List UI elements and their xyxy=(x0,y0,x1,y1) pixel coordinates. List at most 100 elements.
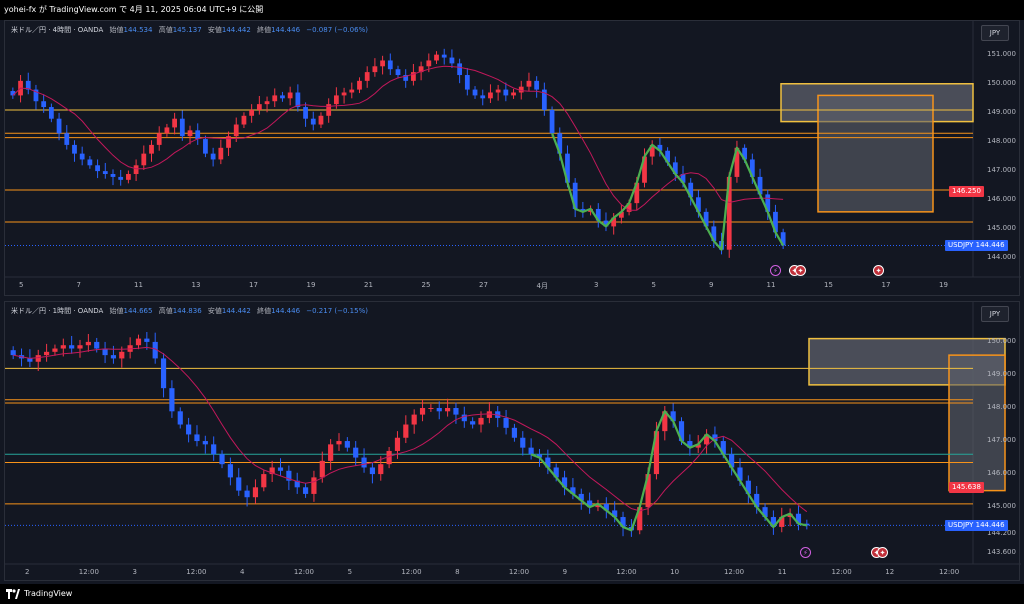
open-value: 144.534 xyxy=(123,26,153,34)
candle-body xyxy=(457,63,463,76)
time-axis-label: 9 xyxy=(562,568,568,576)
candle-body xyxy=(570,487,576,494)
currency-button[interactable]: JPY xyxy=(981,25,1009,41)
candle-body xyxy=(561,477,568,488)
candle-body xyxy=(620,517,626,527)
candle-body xyxy=(79,153,85,160)
candle-body xyxy=(486,411,492,418)
flag-icon[interactable]: ✦ xyxy=(795,265,806,276)
time-axis-label: 21 xyxy=(364,281,373,289)
candle-body xyxy=(672,162,678,175)
candle-body xyxy=(149,144,154,154)
candle-body xyxy=(520,437,526,448)
time-axis-label: 12:00 xyxy=(831,568,852,576)
bolt-icon[interactable]: ⚡ xyxy=(770,265,781,276)
candlestick-chart-4h[interactable] xyxy=(5,21,1021,297)
low-value: 144.442 xyxy=(221,26,251,34)
candle-body xyxy=(795,513,802,524)
candle-body xyxy=(110,355,117,359)
time-axis-label: 5 xyxy=(19,281,24,289)
time-axis-label: 12:00 xyxy=(78,568,99,576)
candle-body xyxy=(333,95,339,105)
candle-body xyxy=(461,414,467,422)
candle-body xyxy=(203,139,208,154)
candle-body xyxy=(611,217,617,227)
last-price: 144.446 xyxy=(975,521,1005,529)
price-axis-label: 150.000 xyxy=(987,78,1016,87)
candle-body xyxy=(626,203,632,212)
candle-body xyxy=(534,80,540,90)
candle-body xyxy=(295,92,301,108)
candle-body xyxy=(160,358,167,389)
brand-name: TradingView xyxy=(24,589,73,598)
tradingview-logo-icon xyxy=(6,589,20,599)
candle-body xyxy=(341,92,347,96)
candle-body xyxy=(87,159,93,166)
time-axis-label: 25 xyxy=(421,281,431,289)
candle-body xyxy=(754,493,760,508)
candle-body xyxy=(119,351,125,359)
alert-price-tag: 146.250 xyxy=(949,186,984,197)
candle-body xyxy=(441,54,447,58)
currency-button[interactable]: JPY xyxy=(981,306,1009,322)
candle-body xyxy=(503,89,509,96)
candle-body xyxy=(653,431,660,475)
candle-body xyxy=(411,72,416,81)
candle-body xyxy=(578,493,584,501)
candle-body xyxy=(302,487,309,494)
candle-body xyxy=(318,115,324,125)
candle-body xyxy=(580,208,586,212)
candle-body xyxy=(336,441,342,445)
candle-body xyxy=(372,66,378,73)
flag-icon[interactable]: ✦ xyxy=(873,265,884,276)
candle-body xyxy=(762,507,768,518)
close-value: 144.446 xyxy=(271,307,301,315)
time-axis-label: 12:00 xyxy=(186,568,207,576)
candle-body xyxy=(394,437,401,451)
candle-body xyxy=(194,434,200,442)
candle-body xyxy=(287,92,293,99)
symbol-tag: USDJPY 144.446 xyxy=(945,240,1008,251)
price-axis-label: 144.200 xyxy=(987,528,1016,537)
time-axis-label: 7 xyxy=(76,281,81,289)
candle-body xyxy=(387,60,393,70)
candle-body xyxy=(503,417,509,428)
candle-body xyxy=(549,109,555,134)
candle-body xyxy=(757,176,763,195)
time-axis-label: 17 xyxy=(249,281,258,289)
candlestick-chart-1h[interactable] xyxy=(5,302,1021,582)
symbol-tag: USDJPY 144.446 xyxy=(945,520,1008,531)
candle-body xyxy=(453,408,459,415)
candle-body xyxy=(618,211,624,218)
candle-body xyxy=(688,182,694,198)
time-axis-label: 17 xyxy=(881,281,891,289)
legend-4h: 米ドル／円 · 4時間 · OANDA 始値144.534 高値145.137 … xyxy=(11,25,368,35)
candle-body xyxy=(195,130,201,140)
open-label: 始値 xyxy=(109,307,124,315)
price-axis-label: 148.000 xyxy=(987,136,1016,145)
candle-body xyxy=(64,133,70,145)
candle-body xyxy=(319,460,325,478)
candle-body xyxy=(95,165,100,172)
candle-body xyxy=(488,92,493,99)
candle-body xyxy=(745,480,751,494)
candle-body xyxy=(742,147,748,160)
candle-body xyxy=(419,408,426,415)
chart-pane-4h[interactable]: 米ドル／円 · 4時間 · OANDA 始値144.534 高値145.137 … xyxy=(4,20,1021,297)
candle-body xyxy=(56,118,62,134)
candle-body xyxy=(726,176,732,250)
open-label: 始値 xyxy=(109,26,124,34)
chart-pane-1h[interactable]: 米ドル／円 · 1時間 · OANDA 始値144.665 高値144.836 … xyxy=(4,301,1021,582)
last-price: 144.446 xyxy=(975,241,1005,249)
high-value: 144.836 xyxy=(172,307,202,315)
candle-body xyxy=(526,80,532,87)
high-label: 高値 xyxy=(158,307,173,315)
price-axis-label: 149.000 xyxy=(987,107,1016,116)
flag-icon[interactable]: ✦ xyxy=(877,547,888,558)
candle-body xyxy=(52,348,58,352)
candle-body xyxy=(226,136,231,148)
candle-body xyxy=(303,107,308,119)
bolt-icon[interactable]: ⚡ xyxy=(800,547,811,558)
close-value: 144.446 xyxy=(271,26,301,34)
time-axis-label: 9 xyxy=(709,281,714,289)
